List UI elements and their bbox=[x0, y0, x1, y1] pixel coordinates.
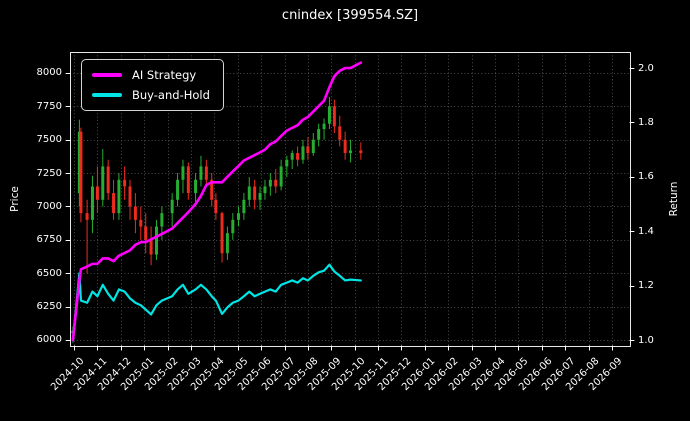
legend: AI Strategy Buy-and-Hold bbox=[81, 59, 224, 111]
return-tick-label: 1.6 bbox=[638, 171, 654, 183]
return-tick-label: 1.0 bbox=[638, 334, 654, 346]
price-tick-label: 6000 bbox=[36, 334, 62, 346]
legend-label-buy-and-hold: Buy-and-Hold bbox=[132, 88, 210, 102]
return-tick-label: 1.8 bbox=[638, 116, 654, 128]
return-tick-label: 1.4 bbox=[638, 225, 654, 237]
price-tick-label: 6250 bbox=[36, 301, 62, 313]
price-tick-label: 7750 bbox=[36, 100, 62, 112]
price-tick-label: 7250 bbox=[36, 167, 62, 179]
price-tick-label: 8000 bbox=[36, 67, 62, 79]
price-tick-label: 7000 bbox=[36, 200, 62, 212]
legend-item-buy-and-hold: Buy-and-Hold bbox=[92, 88, 210, 102]
price-tick-label: 6500 bbox=[36, 267, 62, 279]
buy-and-hold-line-swatch bbox=[92, 93, 122, 97]
price-tick-label: 7500 bbox=[36, 134, 62, 146]
price-tick-label: 6750 bbox=[36, 234, 62, 246]
ai-strategy-line-swatch bbox=[92, 73, 122, 77]
return-tick-label: 2.0 bbox=[638, 62, 654, 74]
return-tick-label: 1.2 bbox=[638, 280, 654, 292]
chart-title: cnindex [399554.SZ] bbox=[281, 8, 419, 23]
legend-label-ai-strategy: AI Strategy bbox=[132, 68, 197, 82]
right-axis-label: Return bbox=[668, 181, 680, 217]
legend-item-ai-strategy: AI Strategy bbox=[92, 68, 210, 82]
